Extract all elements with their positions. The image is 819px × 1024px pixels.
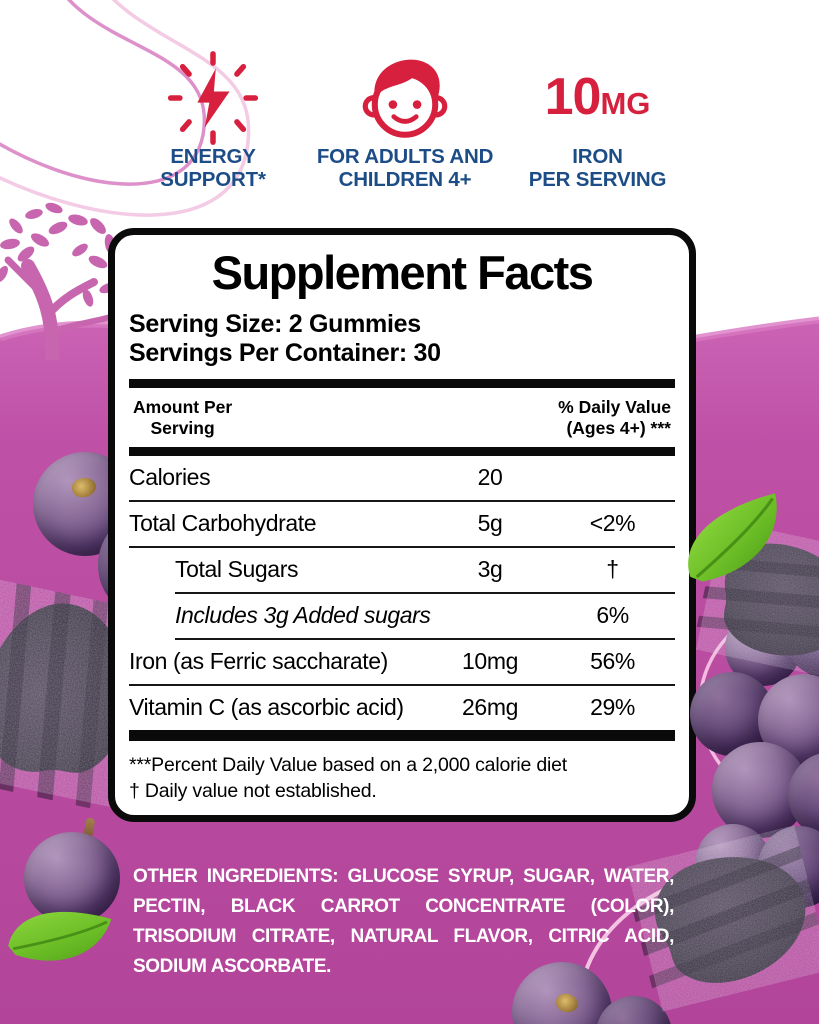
table-row-iron: Iron (as Ferric saccharate) 10mg 56% [129, 640, 675, 684]
divider [129, 545, 675, 548]
divider [175, 637, 675, 640]
feature-label: ENERGY [170, 145, 256, 168]
nutrient-dv: † [606, 556, 619, 583]
table-row-calories: Calories 20 [129, 456, 675, 500]
feature-label: IRON [572, 145, 623, 168]
feature-adults-children: FOR ADULTS AND CHILDREN 4+ [300, 48, 510, 191]
nutrient-dv: 29% [590, 694, 635, 721]
nutrient-dv: 56% [590, 648, 635, 675]
child-face-icon [362, 59, 448, 138]
thick-divider [129, 729, 675, 741]
col-header-amount: Amount Per [133, 397, 233, 417]
feature-label: SUPPORT* [160, 167, 266, 191]
swirl-ribbon-decoration [0, 0, 251, 217]
lightning-bolt-icon [167, 51, 259, 145]
other-ingredients-label: OTHER INGREDIENTS: [133, 866, 339, 887]
nutrient-amount: 10mg [462, 648, 518, 675]
servings-per-container: Servings Per Container: 30 [129, 339, 441, 367]
nutrient-amount: 3g [477, 556, 503, 583]
other-ingredients-list: GLUCOSE SYRUP, SUGAR, WATER, PECTIN, BLA… [133, 866, 674, 978]
grape-decoration [24, 832, 120, 924]
iron-amount-headline: 10MG [544, 67, 651, 126]
footnote-daily-value: ***Percent Daily Value based on a 2,000 … [129, 753, 568, 776]
other-ingredients-text: OTHER INGREDIENTS: GLUCOSE SYRUP, SUGAR,… [133, 862, 674, 982]
table-row-vitamin-c: Vitamin C (as ascorbic acid) 26mg 29% [129, 686, 675, 730]
feature-label: PER SERVING [528, 167, 667, 191]
nutrient-name: Total Carbohydrate [129, 510, 317, 537]
divider [129, 499, 675, 502]
nutrient-name: Vitamin C (as ascorbic acid) [129, 694, 404, 721]
feature-label: FOR ADULTS AND [316, 145, 494, 168]
table-row-total-carbohydrate: Total Carbohydrate 5g <2% [129, 502, 675, 546]
nutrient-name: Includes 3g Added sugars [175, 602, 431, 629]
supplement-facts-panel: Supplement Facts Serving Size: 2 Gummies… [108, 228, 696, 822]
col-header-dv: (Ages 4+) *** [566, 418, 671, 439]
col-header-amount: Serving [150, 418, 215, 439]
col-header-dv: % Daily Value [558, 397, 671, 417]
footnote-not-established: † Daily value not established. [129, 779, 377, 802]
divider [175, 591, 675, 594]
nutrient-dv: 6% [596, 602, 629, 629]
panel-title: Supplement Facts [211, 246, 594, 299]
nutrient-amount: 5g [477, 510, 503, 537]
feature-iron-per-serving: 10MG IRON PER SERVING [505, 48, 690, 191]
nutrient-name: Iron (as Ferric saccharate) [129, 648, 388, 675]
table-row-added-sugars: Includes 3g Added sugars 6% [129, 594, 675, 638]
nutrient-dv: <2% [589, 510, 636, 537]
nutrient-amount: 26mg [462, 694, 518, 721]
table-row-total-sugars: Total Sugars 3g † [129, 548, 675, 592]
nutrient-name: Calories [129, 464, 211, 491]
table-header: Amount Per Serving % Daily Value (Ages 4… [129, 388, 675, 447]
divider [129, 683, 675, 686]
nutrient-amount: 20 [477, 464, 503, 491]
serving-size: Serving Size: 2 Gummies [129, 310, 421, 338]
feature-label: CHILDREN 4+ [338, 167, 472, 191]
thick-divider [129, 446, 675, 456]
nutrient-name: Total Sugars [175, 556, 299, 583]
feature-energy-support: ENERGY SUPPORT* [128, 48, 298, 191]
thick-divider [129, 379, 675, 388]
